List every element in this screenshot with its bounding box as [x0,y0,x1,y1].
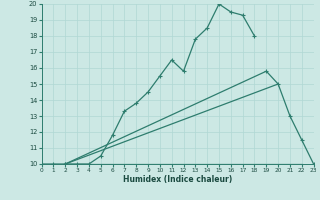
X-axis label: Humidex (Indice chaleur): Humidex (Indice chaleur) [123,175,232,184]
